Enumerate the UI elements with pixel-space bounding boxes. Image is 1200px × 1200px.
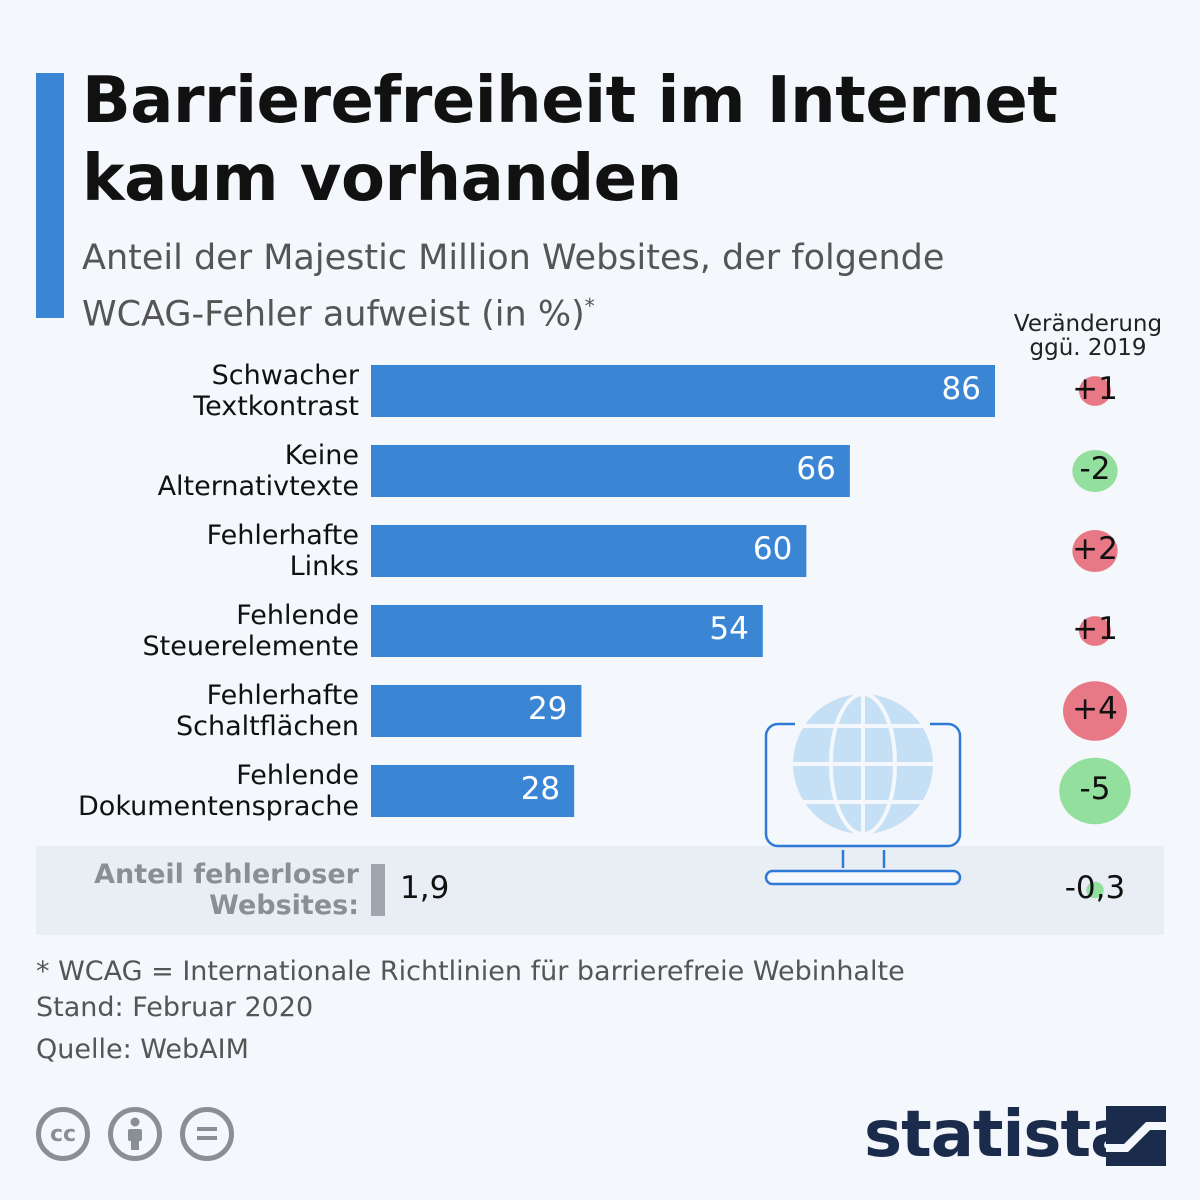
bar xyxy=(371,685,582,737)
cc-icon[interactable]: cc xyxy=(36,1107,90,1161)
category-label: Schwacher Textkontrast xyxy=(193,360,359,422)
change-bubble xyxy=(1072,529,1118,573)
change-header: Veränderung ggü. 2019 xyxy=(1013,311,1163,361)
change-label: -2 xyxy=(1079,451,1111,487)
change-bubble xyxy=(1072,449,1118,493)
category-label: Keine Alternativtexte xyxy=(157,440,359,502)
change-bubble xyxy=(1079,616,1111,646)
extra-row-label: Anteil fehlerloser Websites: xyxy=(94,859,359,921)
category-label: Fehlerhafte Links xyxy=(206,520,359,582)
source-link[interactable]: Quelle: WebAIM xyxy=(36,1034,249,1065)
extra-change-label: -0,3 xyxy=(1064,870,1126,906)
extra-row-band xyxy=(36,846,1164,935)
value-label: 28 xyxy=(520,771,561,807)
bar xyxy=(371,605,763,657)
bar xyxy=(371,525,807,577)
page-title: Barrierefreiheit im Internet kaum vorhand… xyxy=(82,64,1058,216)
value-label: 60 xyxy=(752,531,793,567)
subtitle: Anteil der Majestic Million Websites, de… xyxy=(82,238,945,335)
monitor-globe-icon xyxy=(764,692,962,886)
value-label: 54 xyxy=(709,611,749,647)
change-label: +1 xyxy=(1072,371,1118,407)
extra-value-label: 1,9 xyxy=(400,870,450,906)
change-label: +2 xyxy=(1072,531,1118,567)
extra-bar xyxy=(371,864,385,916)
change-bubble xyxy=(1059,757,1131,825)
attribution-icon[interactable] xyxy=(108,1107,162,1161)
bar xyxy=(371,365,995,417)
change-label: +1 xyxy=(1072,611,1118,647)
statista-logo-mark-icon xyxy=(1106,1106,1166,1166)
footnote: * WCAG = Internationale Richtlinien für … xyxy=(36,956,905,987)
change-bubble xyxy=(1086,881,1104,899)
change-bubble xyxy=(1063,681,1127,741)
bar xyxy=(371,445,850,497)
category-label: Fehlende Dokumentensprache xyxy=(78,760,359,822)
date-note: Stand: Februar 2020 xyxy=(36,992,314,1023)
change-label: +4 xyxy=(1072,691,1118,727)
change-bubble xyxy=(1079,376,1111,406)
value-label: 66 xyxy=(796,451,836,487)
value-label: 29 xyxy=(527,691,568,727)
change-label: -5 xyxy=(1079,771,1111,807)
category-label: Fehlerhafte Schaltflächen xyxy=(176,680,359,742)
statista-logo[interactable]: statista xyxy=(864,1098,1166,1172)
no-derivatives-icon[interactable] xyxy=(180,1107,234,1161)
value-label: 86 xyxy=(941,371,981,407)
accent-bar xyxy=(36,73,64,318)
bar xyxy=(371,765,575,817)
category-label: Fehlende Steuerelemente xyxy=(142,600,359,662)
